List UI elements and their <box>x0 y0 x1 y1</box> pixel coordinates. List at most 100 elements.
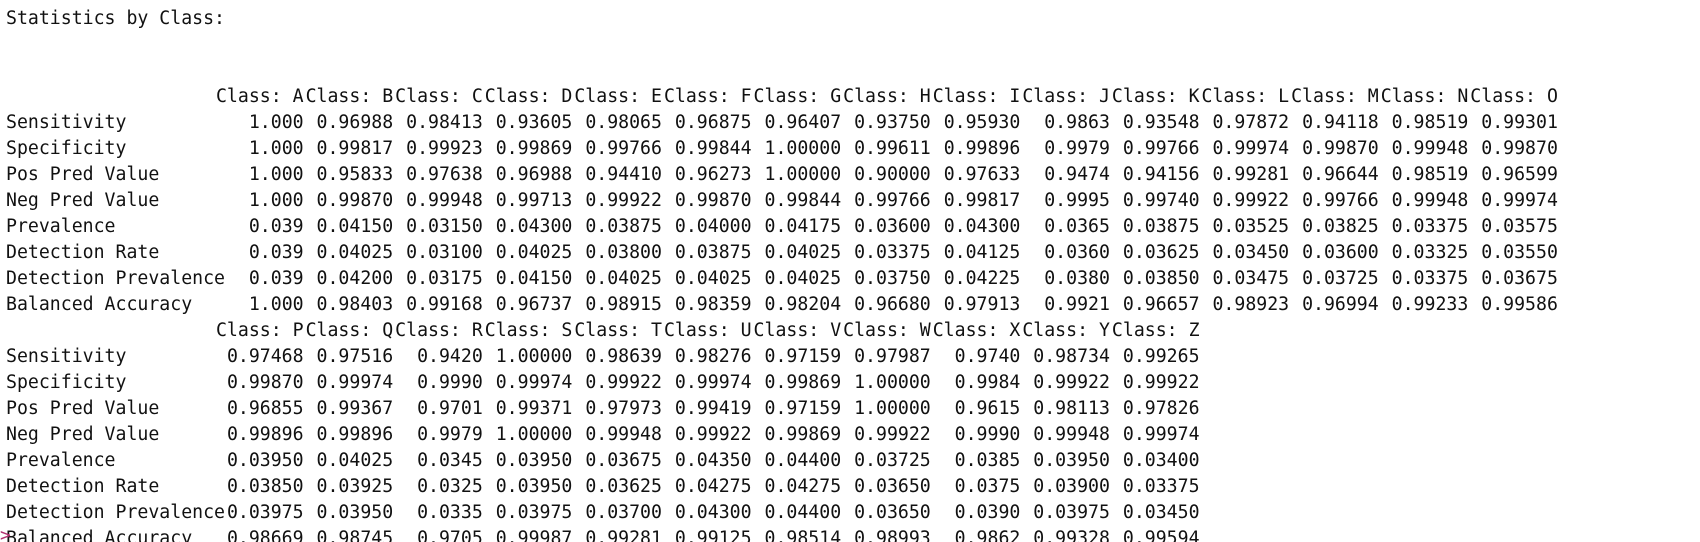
stat-value: 0.90000 <box>854 164 931 185</box>
stat-value: 0.0325 <box>417 476 483 497</box>
stat-value: 0.99922 <box>1033 372 1110 393</box>
stat-value: 0.98359 <box>674 294 752 315</box>
stat-value: 0.03700 <box>585 502 662 523</box>
stat-label: Specificity <box>6 138 127 159</box>
stat-value: 0.04200 <box>316 268 394 289</box>
stat-value: 0.98276 <box>674 346 752 367</box>
stat-value: 0.99870 <box>226 372 304 393</box>
class-header: Class: E <box>574 86 662 107</box>
stat-value: 0.99265 <box>1122 346 1200 367</box>
stat-row: Pos Pred Value 0.96855 0.99367 0.9701 0.9937… <box>6 396 1696 422</box>
stat-label: Specificity <box>6 372 127 393</box>
class-header: Class: D <box>484 86 573 107</box>
stat-row: Prevalence 0.039 0.04150 0.03150 0.04300 0.03… <box>6 214 1696 240</box>
class-header: Class: J <box>1022 86 1110 107</box>
stat-value: 0.99922 <box>1122 372 1200 393</box>
stat-value: 0.03450 <box>1122 502 1200 523</box>
stat-value: 0.0360 <box>1044 242 1110 263</box>
stat-value: 0.98403 <box>316 294 394 315</box>
stat-label: Balanced Accuracy <box>6 294 193 315</box>
stat-label: Detection Rate <box>6 242 160 263</box>
stat-value: 0.03750 <box>854 268 931 289</box>
blank-line <box>6 58 1696 84</box>
stat-value: 0.96855 <box>226 398 304 419</box>
stat-label: Balanced Accuracy <box>6 528 193 542</box>
stat-value: 0.99948 <box>1033 424 1110 445</box>
stat-value: 0.03950 <box>316 502 394 523</box>
stat-value: 0.04025 <box>585 268 662 289</box>
stat-value: 0.99922 <box>585 372 662 393</box>
stat-value: 0.99923 <box>406 138 483 159</box>
stat-value: 0.99922 <box>1212 190 1290 211</box>
stat-value: 0.96737 <box>495 294 573 315</box>
stat-value: 0.99974 <box>1122 424 1200 445</box>
stat-value: 0.97826 <box>1122 398 1200 419</box>
stat-label: Pos Pred Value <box>6 398 160 419</box>
stat-value: 0.9615 <box>954 398 1021 419</box>
class-header: Class: T <box>574 320 662 341</box>
stat-row: Balanced Accuracy 0.98669 0.98745 0.9705 0.9… <box>6 526 1696 542</box>
stat-value: 0.03875 <box>674 242 752 263</box>
stat-value: 0.95930 <box>943 112 1021 133</box>
stat-value: 0.03800 <box>585 242 662 263</box>
stat-value: 0.03850 <box>226 476 304 497</box>
class-header: Class: C <box>395 86 483 107</box>
stat-value: 0.93750 <box>854 112 931 133</box>
stat-value: 0.98519 <box>1391 112 1469 133</box>
stat-value: 0.04000 <box>674 216 752 237</box>
stat-value: 0.04300 <box>674 502 752 523</box>
stat-value: 0.0375 <box>954 476 1021 497</box>
stat-value: 0.04175 <box>764 216 842 237</box>
stat-value: 1.00000 <box>495 424 573 445</box>
stat-value: 0.99844 <box>674 138 752 159</box>
stat-value: 0.98113 <box>1033 398 1110 419</box>
stat-value: 0.04300 <box>943 216 1021 237</box>
stat-value: 0.99713 <box>495 190 573 211</box>
stat-value: 0.9705 <box>417 528 483 542</box>
stat-value: 1.000 <box>248 112 304 133</box>
stat-value: 0.94156 <box>1122 164 1200 185</box>
stat-row: Neg Pred Value 1.000 0.99870 0.99948 0.99713… <box>6 188 1696 214</box>
blank-line <box>6 32 1696 58</box>
stat-value: 0.03825 <box>1302 216 1379 237</box>
stat-row: Balanced Accuracy 1.000 0.98403 0.99168 0.96… <box>6 292 1696 318</box>
stat-value: 0.99974 <box>674 372 752 393</box>
class-header: Class: O <box>1470 86 1558 107</box>
class-header: Class: M <box>1291 86 1379 107</box>
stat-value: 0.99766 <box>585 138 662 159</box>
stat-value: 0.99987 <box>495 528 573 542</box>
class-header: Class: Y <box>1022 320 1110 341</box>
class-header-row: Class: A Class: B Class: C Class: D Class: E… <box>6 84 1696 110</box>
stat-value: 0.0365 <box>1044 216 1110 237</box>
console-prompt[interactable]: > <box>0 530 11 542</box>
stat-value: 0.03725 <box>1302 268 1379 289</box>
stat-value: 0.93605 <box>495 112 573 133</box>
stat-value: 0.03625 <box>585 476 662 497</box>
stat-value: 0.97973 <box>585 398 662 419</box>
stat-value: 0.99419 <box>674 398 752 419</box>
stat-value: 0.039 <box>248 242 304 263</box>
stat-value: 0.03450 <box>1212 242 1290 263</box>
stat-row: Pos Pred Value 1.000 0.95833 0.97638 0.96988… <box>6 162 1696 188</box>
stat-value: 0.04275 <box>764 476 842 497</box>
stat-value: 0.9995 <box>1044 190 1110 211</box>
stat-label: Sensitivity <box>6 112 127 133</box>
class-header-row: Class: P Class: Q Class: R Class: S Class: T… <box>6 318 1696 344</box>
output-title: Statistics by Class: <box>6 8 225 29</box>
stat-value: 0.04150 <box>316 216 394 237</box>
stat-value: 0.98413 <box>406 112 483 133</box>
stat-value: 1.00000 <box>495 346 573 367</box>
stat-value: 1.000 <box>248 190 304 211</box>
stat-value: 0.94410 <box>585 164 662 185</box>
stat-value: 0.9979 <box>1044 138 1110 159</box>
stat-value: 0.03375 <box>1391 268 1469 289</box>
stat-value: 0.97159 <box>764 346 842 367</box>
stat-value: 0.99870 <box>674 190 752 211</box>
stat-value: 0.04150 <box>495 268 573 289</box>
stat-value: 0.03975 <box>495 502 573 523</box>
stat-value: 0.99371 <box>495 398 573 419</box>
stat-value: 0.98204 <box>764 294 842 315</box>
class-header: Class: P <box>215 320 304 341</box>
stat-value: 0.99766 <box>854 190 931 211</box>
stat-value: 1.00000 <box>764 164 842 185</box>
